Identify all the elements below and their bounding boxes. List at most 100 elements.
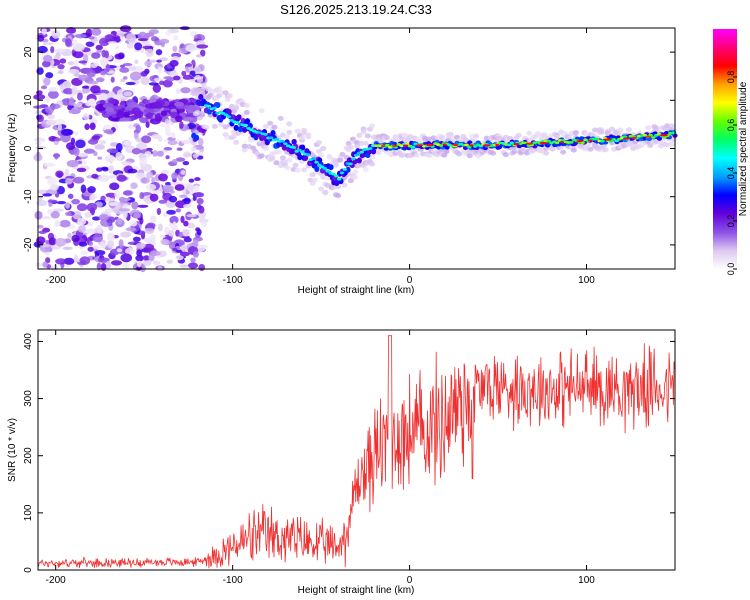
ridge-halo bbox=[668, 123, 675, 129]
heatmap-y-ticks: -20 -10 0 10 20 bbox=[23, 46, 675, 252]
noise-blob bbox=[90, 63, 98, 69]
noise-blob bbox=[150, 250, 161, 257]
noise-blob bbox=[131, 107, 141, 115]
ridge-core bbox=[212, 106, 217, 110]
noise-blob bbox=[45, 106, 54, 114]
noise-blob bbox=[59, 58, 67, 64]
noise-blob bbox=[158, 250, 167, 257]
noise-blob bbox=[157, 66, 163, 74]
noise-blob bbox=[194, 184, 200, 192]
noise-blob bbox=[122, 262, 130, 269]
ridge-halo bbox=[664, 142, 671, 148]
ridge-halo bbox=[369, 123, 376, 129]
noise-blob bbox=[96, 77, 105, 83]
ridge-core bbox=[297, 148, 302, 152]
colorbar-gradient bbox=[713, 29, 737, 269]
ridge-halo bbox=[318, 186, 325, 192]
noise-blob bbox=[145, 121, 150, 128]
noise-blob bbox=[142, 45, 154, 50]
noise-blob bbox=[54, 220, 61, 227]
noise-blob bbox=[118, 239, 124, 248]
colorbar-ticks: 0.0 0.2 0.4 0.6 0.8 bbox=[726, 71, 737, 275]
ridge-halo bbox=[315, 148, 322, 154]
noise-blob bbox=[72, 210, 82, 220]
noise-blob bbox=[123, 111, 130, 118]
ridge-halo bbox=[598, 129, 605, 135]
ridge-halo bbox=[589, 132, 596, 138]
noise-blob bbox=[50, 210, 60, 219]
noise-blob bbox=[42, 60, 51, 68]
noise-blob bbox=[42, 193, 53, 197]
y-tick-label: 10 bbox=[23, 94, 34, 106]
noise-blob bbox=[102, 102, 114, 109]
ridge-cell bbox=[370, 148, 377, 155]
noise-blob bbox=[160, 238, 170, 245]
ridge-core bbox=[385, 143, 390, 147]
ridge-core bbox=[410, 145, 415, 149]
noise-blob bbox=[158, 199, 168, 204]
noise-blob bbox=[174, 184, 185, 191]
ridge-cell bbox=[290, 148, 296, 155]
noise-blob bbox=[67, 69, 80, 75]
noise-blob bbox=[38, 195, 43, 202]
noise-blob bbox=[127, 168, 138, 174]
noise-blob bbox=[172, 45, 178, 52]
noise-blob bbox=[33, 105, 44, 109]
noise-blob bbox=[134, 59, 139, 65]
ridge-halo bbox=[262, 123, 269, 129]
noise-blob bbox=[73, 131, 79, 136]
noise-blob bbox=[99, 242, 107, 249]
ridge-halo bbox=[473, 133, 480, 139]
ridge-cell bbox=[356, 157, 362, 164]
noise-blob bbox=[118, 196, 126, 202]
ridge-peak bbox=[622, 137, 631, 140]
noise-blob bbox=[179, 194, 188, 198]
noise-blob bbox=[183, 237, 192, 243]
ridge-halo bbox=[243, 102, 250, 108]
noise-blob bbox=[119, 67, 130, 73]
noise-blob bbox=[182, 161, 190, 166]
y-tick-label: 100 bbox=[23, 504, 34, 521]
noise-blob bbox=[196, 44, 209, 49]
noise-blob bbox=[94, 249, 106, 256]
noise-blob bbox=[77, 92, 83, 101]
noise-blob bbox=[74, 33, 87, 39]
ridge-cell bbox=[656, 136, 663, 141]
noise-blob bbox=[89, 122, 96, 130]
noise-blob bbox=[134, 42, 143, 51]
noise-blob bbox=[181, 244, 187, 253]
noise-blob bbox=[104, 197, 116, 202]
noise-blob bbox=[123, 140, 132, 147]
figure-title: S126.2025.213.19.24.C33 bbox=[280, 2, 432, 17]
noise-blob bbox=[98, 37, 110, 47]
noise-blob bbox=[152, 260, 161, 266]
noise-blob bbox=[179, 251, 190, 257]
noise-blob bbox=[96, 167, 103, 172]
ridge-halo bbox=[258, 108, 265, 114]
ridge-core bbox=[317, 163, 322, 167]
ridge-halo bbox=[653, 125, 660, 131]
noise-blob bbox=[108, 165, 115, 174]
ridge-halo bbox=[197, 78, 204, 84]
noise-blob bbox=[96, 262, 102, 271]
noise-blob bbox=[175, 115, 183, 123]
noise-blob bbox=[101, 49, 107, 58]
noise-blob bbox=[175, 208, 181, 213]
noise-blob bbox=[66, 159, 79, 168]
ridge-halo bbox=[286, 121, 293, 127]
noise-blob bbox=[45, 257, 51, 264]
noise-blob bbox=[85, 28, 93, 37]
noise-blob bbox=[178, 231, 184, 238]
ridge-halo bbox=[360, 129, 367, 135]
noise-blob bbox=[67, 224, 76, 230]
noise-blob bbox=[146, 222, 156, 229]
noise-blob bbox=[160, 169, 170, 174]
noise-blob bbox=[159, 123, 171, 128]
noise-blob bbox=[99, 70, 107, 76]
noise-blob bbox=[86, 80, 99, 85]
noise-blob bbox=[36, 199, 48, 207]
ridge-peak bbox=[645, 135, 652, 138]
ridge-cell bbox=[215, 102, 221, 109]
ridge-halo bbox=[197, 115, 204, 121]
ridge-peak bbox=[442, 143, 447, 146]
